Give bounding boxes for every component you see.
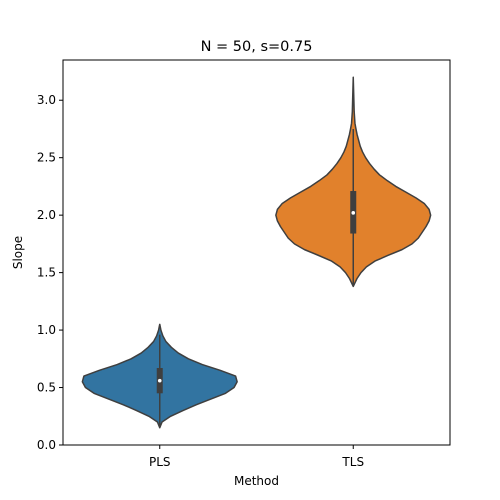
y-tick-label: 3.0 (37, 93, 56, 107)
y-tick-label: 1.5 (37, 266, 56, 280)
y-tick-label: 1.0 (37, 323, 56, 337)
y-axis-label: Slope (11, 236, 25, 269)
axes-frame (62, 59, 451, 446)
y-tick-label: 0.5 (37, 381, 56, 395)
x-tick-label-pls: PLS (149, 455, 171, 469)
y-tick-label: 2.5 (37, 151, 56, 165)
chart-title: N = 50, s=0.75 (201, 39, 313, 55)
y-tick-label: 2.0 (37, 208, 56, 222)
median-dot-pls (157, 378, 162, 383)
x-axis-label: Method (234, 474, 279, 488)
axes: 0.0 0.5 1.0 1.5 2.0 2.5 3.0 PLS TLS (37, 93, 364, 469)
plot-area (81, 76, 432, 429)
y-tick-label: 0.0 (37, 438, 56, 452)
median-dot-tls (351, 211, 356, 215)
x-tick-label-tls: TLS (341, 455, 364, 469)
